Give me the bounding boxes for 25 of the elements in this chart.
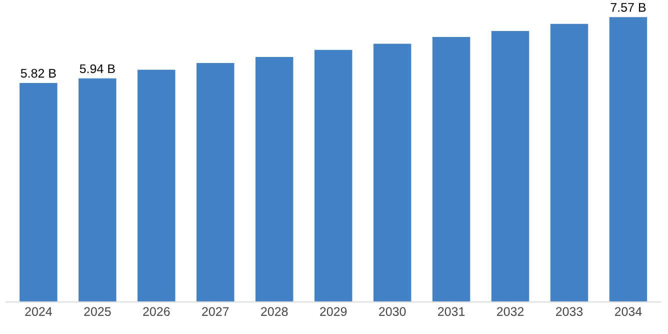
data-label: 5.82 B	[20, 68, 56, 78]
x-tick-label: 2026	[143, 307, 170, 316]
bar	[138, 70, 176, 302]
x-tick-label: 2028	[261, 307, 288, 316]
bar	[432, 37, 470, 302]
x-tick-label: 2030	[379, 307, 406, 316]
bar	[491, 31, 530, 302]
bar	[550, 24, 588, 302]
x-tick-label: 2032	[496, 307, 524, 316]
x-tick-label: 2025	[84, 307, 111, 316]
x-tick-label: 2031	[438, 307, 465, 316]
bar	[196, 62, 234, 302]
x-tick-label: 2024	[25, 307, 52, 316]
data-label: 7.57 B	[610, 3, 646, 12]
bar	[609, 17, 648, 302]
bar	[78, 78, 116, 302]
bar	[20, 82, 58, 302]
x-tick-label: 2034	[614, 307, 642, 316]
bar	[255, 56, 294, 302]
bar	[314, 50, 352, 302]
x-tick-label: 2027	[202, 307, 229, 316]
data-label: 5.94 B	[80, 64, 115, 74]
x-tick-label: 2033	[556, 307, 583, 316]
x-tick-label: 2029	[320, 307, 347, 316]
bar	[373, 44, 412, 302]
